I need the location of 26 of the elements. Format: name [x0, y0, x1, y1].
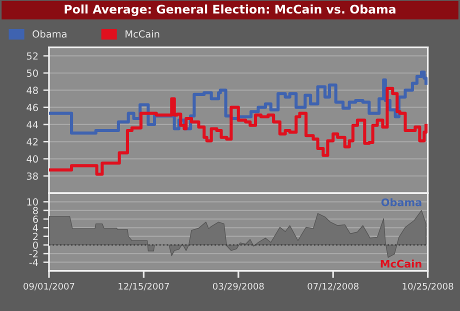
y-tick-label: 40 [26, 155, 38, 163]
legend-label: McCain [126, 30, 160, 38]
x-tick-label: 12/15/2007 [118, 282, 169, 290]
y-tick-label: 44 [26, 121, 38, 128]
x-tick-label: 03/29/2008 [212, 282, 264, 290]
y-tick-label: 10 [27, 198, 38, 206]
chart-title: Poll Average: General Election: McCain vs. Obama [64, 4, 396, 16]
y-tick-label: 0 [33, 241, 38, 249]
y-tick-label: -2 [29, 250, 38, 258]
y-tick-label: -4 [29, 258, 38, 266]
y-tick-label: 4 [32, 224, 38, 232]
y-tick-label: 46 [26, 104, 38, 112]
legend-label: Obama [32, 30, 66, 38]
y-tick-label: 50 [26, 69, 38, 77]
x-tick-label: 09/01/2007 [24, 282, 74, 290]
x-tick-label: 07/12/2008 [308, 282, 358, 290]
y-tick-label: 38 [26, 172, 38, 180]
y-tick-label: 6 [33, 216, 38, 223]
y-tick-label: 2 [33, 232, 38, 240]
annotation: McCain [380, 260, 422, 268]
y-tick-label: 42 [26, 138, 38, 146]
y-tick-label: 8 [33, 206, 38, 214]
x-tick-label: 10/25/2008 [402, 282, 454, 290]
annotation: Obama [381, 198, 422, 206]
y-tick-label: 48 [26, 86, 38, 94]
y-tick-label: 52 [26, 52, 38, 60]
